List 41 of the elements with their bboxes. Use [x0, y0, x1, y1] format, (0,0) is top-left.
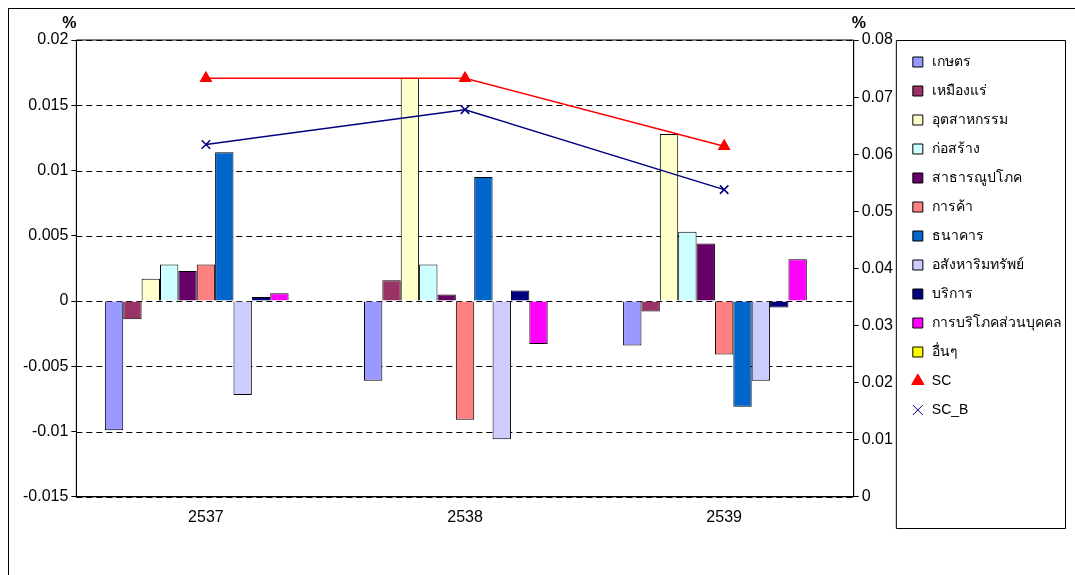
- legend-label: การบริโภคส่วนบุคคล: [931, 313, 1062, 331]
- y2-tick-label: 0: [861, 487, 871, 505]
- y-axis-title: %: [62, 14, 77, 32]
- point: [199, 71, 212, 83]
- y2-tick-label: 0.01: [861, 430, 893, 448]
- point: [200, 139, 211, 150]
- legend-label: ก่อสร้าง: [931, 139, 980, 156]
- legend-label: เกษตร: [931, 52, 971, 69]
- legend-label: สาธารณูปโภค: [931, 168, 1022, 186]
- legend-label: เหมืองแร่: [931, 81, 987, 98]
- y2-tick-label: 0.06: [861, 144, 893, 162]
- legend-label: บริการ: [931, 284, 973, 301]
- y2-tick-label: 0.03: [861, 315, 893, 333]
- y-tick-label: -0.015: [22, 487, 69, 505]
- y-tick-label: 0.005: [28, 226, 69, 244]
- legend-label: SC_B: [931, 400, 969, 417]
- y-tick-label: 0.02: [37, 30, 69, 48]
- point: [460, 104, 471, 115]
- x-tick-label: 2537: [188, 507, 224, 525]
- y2-tick-label: 0.02: [861, 373, 893, 391]
- y2-tick-label: 0.08: [861, 30, 893, 48]
- legend-label: ธนาคาร: [931, 226, 984, 243]
- y-tick-label: -0.01: [31, 421, 69, 439]
- point: [718, 139, 731, 150]
- y2-tick-label: 0.05: [861, 201, 893, 219]
- y-tick-label: 0.01: [37, 160, 69, 178]
- legend-label: SC: [931, 371, 952, 388]
- legend-label: อื่นๆ: [931, 341, 958, 359]
- y2-axis-title: %: [851, 14, 866, 32]
- x-tick-label: 2538: [447, 507, 483, 525]
- point: [719, 184, 730, 195]
- x-tick-label: 2539: [706, 507, 743, 525]
- y2-tick-label: 0.04: [861, 258, 893, 276]
- y-tick-label: 0: [59, 291, 69, 309]
- legend-label: อสังหาริมทรัพย์: [931, 255, 1024, 272]
- y-tick-label: -0.005: [22, 356, 69, 374]
- legend-label: อุตสาหกรรม: [931, 110, 1008, 128]
- y-tick-label: 0.015: [28, 95, 69, 113]
- point: [459, 71, 471, 83]
- y2-tick-label: 0.07: [861, 87, 893, 105]
- legend-label: การค้า: [931, 197, 973, 214]
